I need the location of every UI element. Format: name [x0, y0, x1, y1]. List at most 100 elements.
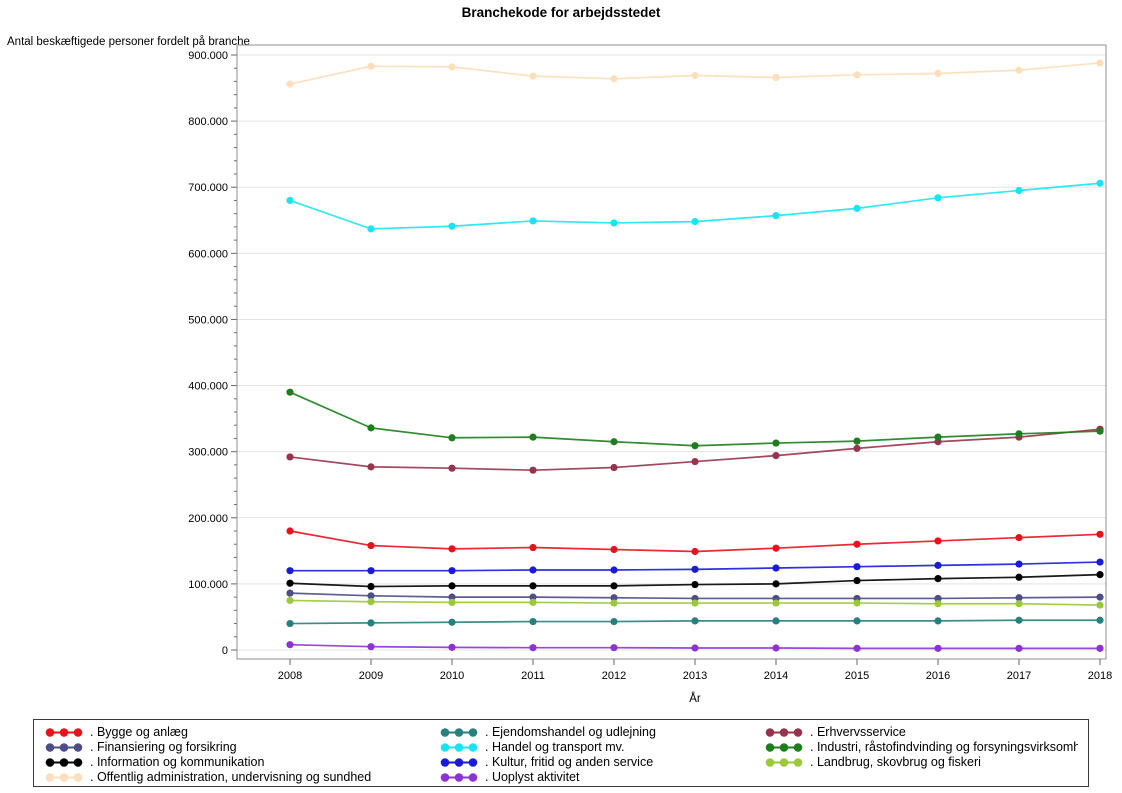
data-point [448, 464, 456, 472]
data-point [529, 598, 537, 607]
data-point [772, 599, 780, 607]
series-offentlig-administration-undervisning-og-sundhed [286, 59, 1104, 88]
plot-svg: 0 100.000 200.000 300.000 400.000 500.000 600.… [188, 44, 1112, 682]
data-point [1096, 427, 1104, 435]
data-point [610, 545, 618, 554]
x-tick-label: 2015 [845, 670, 869, 682]
data-point [286, 579, 294, 587]
legend-label: . Kultur, fritid og anden service [485, 755, 654, 769]
data-point [691, 218, 699, 226]
data-point [1015, 66, 1023, 74]
data-point [1096, 644, 1104, 652]
data-point [610, 644, 618, 652]
legend-series-marker-icon [765, 728, 803, 737]
data-point [610, 438, 618, 446]
data-point [1096, 571, 1104, 579]
y-tick-label: 400.000 [188, 381, 228, 393]
data-point [529, 644, 537, 652]
legend-label: . Industri, råstofindvinding og forsynin… [810, 740, 1078, 754]
legend-item: . Erhvervsservice [764, 725, 1078, 740]
data-point [529, 617, 537, 626]
data-point [853, 444, 861, 452]
data-point [448, 598, 456, 607]
data-point [772, 544, 780, 552]
y-tick-label: 600.000 [188, 248, 228, 260]
data-point [286, 527, 294, 535]
data-point [529, 217, 537, 225]
x-tick-label: 2008 [278, 670, 302, 682]
data-point [1015, 560, 1023, 568]
data-point [448, 593, 456, 601]
data-point [448, 618, 456, 626]
series-information-og-kommunikation [286, 571, 1104, 591]
data-point [772, 564, 780, 572]
y-tick-label: 300.000 [188, 447, 228, 459]
legend-series-marker-icon [45, 743, 83, 752]
data-point [610, 463, 618, 472]
chart-title: Branchekode for arbejdsstedet [461, 5, 661, 20]
x-tick-label: 2010 [440, 670, 464, 682]
data-point [691, 565, 699, 573]
y-tick-label: 200.000 [188, 513, 228, 525]
data-point [772, 644, 780, 652]
y-tick-label: 500.000 [188, 314, 228, 326]
data-point [1096, 530, 1104, 538]
data-point [934, 644, 942, 652]
data-point [1096, 616, 1104, 624]
data-point [934, 194, 942, 202]
data-point [367, 567, 375, 575]
data-point [853, 437, 861, 445]
data-point [529, 593, 537, 601]
legend-series-marker-icon [440, 743, 478, 752]
x-tick-label: 2018 [1088, 670, 1112, 682]
legend: . Bygge og anlæg . Ejendomshandel og udle… [33, 719, 1089, 787]
legend-item: . Offentlig administration, undervisning… [44, 770, 439, 785]
data-point [1096, 558, 1104, 566]
legend-item: . Industri, råstofindvinding og forsynin… [764, 740, 1078, 755]
legend-label: . Uoplyst aktivitet [485, 770, 580, 784]
data-point [934, 69, 942, 78]
data-point [1096, 59, 1104, 67]
data-point [448, 434, 456, 442]
series-industri-r-stofindvinding-og-forsyningsvirksomhed [286, 388, 1104, 450]
legend-item: . Finansiering og forsikring [44, 740, 439, 755]
data-point [448, 567, 456, 575]
data-point [367, 592, 375, 600]
data-point [772, 617, 780, 625]
x-axis-title: År [689, 693, 701, 705]
data-point [691, 547, 699, 556]
series-line [289, 391, 1101, 447]
data-point [1096, 601, 1104, 609]
data-point [529, 72, 537, 80]
data-point [934, 537, 942, 545]
series-uoplyst-aktivitet [286, 641, 1104, 652]
legend-item: . Bygge og anlæg [44, 725, 439, 740]
series-landbrug-skovbrug-og-fiskeri [286, 596, 1104, 609]
data-point [853, 540, 861, 548]
legend-series-marker-icon [45, 758, 83, 767]
data-point [853, 617, 861, 625]
x-tick-label: 2012 [602, 670, 626, 682]
data-point [1096, 179, 1104, 187]
data-point [367, 619, 375, 627]
data-point [1015, 186, 1023, 195]
data-point [853, 71, 861, 79]
data-point [772, 212, 780, 220]
data-point [367, 598, 375, 606]
y-axis-title: Antal beskæftigede personer fordelt på b… [7, 36, 250, 48]
legend-series-marker-icon [45, 728, 83, 737]
legend-label: . Bygge og anlæg [90, 725, 188, 739]
data-point [286, 589, 294, 597]
data-point [691, 457, 699, 466]
data-point [610, 617, 618, 626]
series-ejendomshandel-og-udlejning [286, 616, 1104, 628]
data-point [772, 73, 780, 82]
legend-label: . Landbrug, skovbrug og fiskeri [810, 755, 981, 769]
legend-label: . Information og kommunikation [90, 755, 265, 769]
legend-label: . Erhvervsservice [810, 725, 906, 739]
data-point [367, 424, 375, 432]
legend-item: . Ejendomshandel og udlejning [439, 725, 764, 740]
data-point [448, 222, 456, 230]
data-point [1015, 594, 1023, 602]
y-tick-label: 700.000 [188, 182, 228, 194]
